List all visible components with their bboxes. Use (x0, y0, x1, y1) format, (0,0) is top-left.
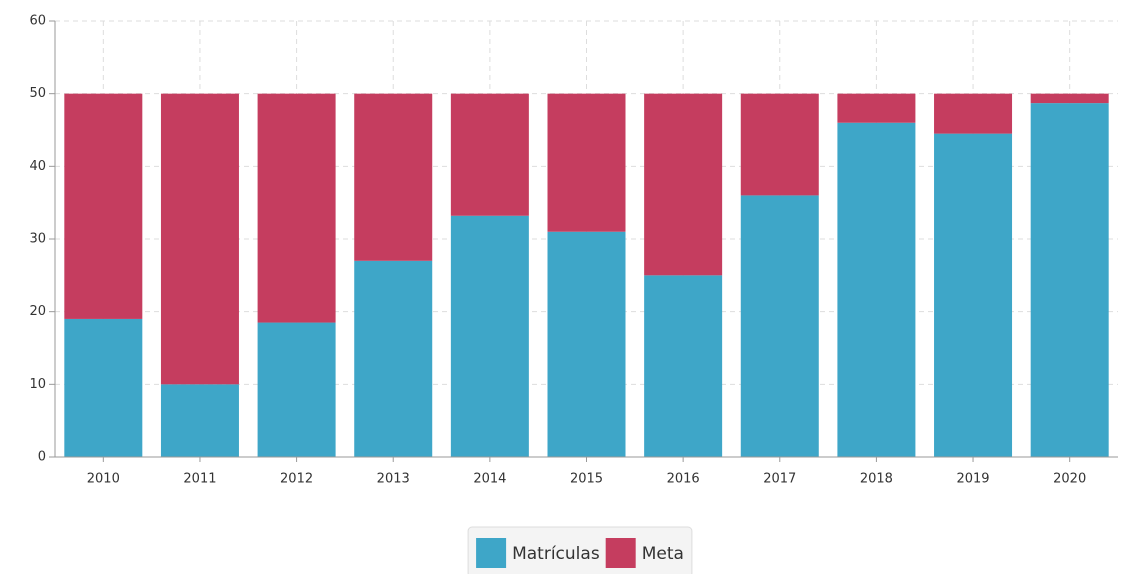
y-tick-label: 0 (38, 450, 46, 465)
legend-swatch (476, 538, 507, 568)
legend: Matrículas Meta (467, 526, 693, 578)
bar-segment (450, 215, 529, 457)
x-tick-label: 2013 (377, 472, 410, 487)
y-tick-label: 50 (29, 86, 46, 101)
bar-segment (547, 93, 626, 232)
y-tick-label: 40 (29, 159, 46, 174)
bar-segment (354, 260, 433, 457)
bar-segment (1030, 103, 1109, 457)
y-tick-label: 20 (29, 304, 46, 319)
bar-segment (1030, 93, 1109, 104)
bar-segment (644, 275, 723, 457)
bar-segment (64, 93, 143, 319)
y-tick-label: 30 (29, 232, 46, 247)
x-tick-label: 2020 (1053, 472, 1086, 487)
y-tick-label: 10 (29, 377, 46, 392)
x-tick-label: 2019 (956, 472, 989, 487)
x-tick-label: 2014 (473, 472, 506, 487)
bar-segment (740, 195, 819, 457)
x-tick-label: 2012 (280, 472, 313, 487)
bar-segment (257, 322, 336, 457)
bar-segment (644, 93, 723, 276)
x-tick-label: 2016 (667, 472, 700, 487)
bar-segment (160, 93, 239, 385)
bar-segment (354, 93, 433, 261)
bar-segment (257, 93, 336, 323)
x-tick-label: 2018 (860, 472, 893, 487)
bar-segment (934, 133, 1013, 457)
bar-segment (450, 93, 529, 216)
y-tick-label: 60 (29, 14, 46, 29)
x-tick-label: 2011 (183, 472, 216, 487)
bar-segment (547, 231, 626, 457)
x-tick-label: 2015 (570, 472, 603, 487)
bar-segment (740, 93, 819, 196)
bar-segment (64, 318, 143, 457)
bar-segment (837, 122, 916, 457)
legend-label: Matrículas (512, 544, 600, 564)
legend-label: Meta (642, 544, 684, 564)
legend-swatch (605, 538, 636, 568)
bar-segment (934, 93, 1013, 134)
x-tick-label: 2017 (763, 472, 796, 487)
bar-segment (837, 93, 916, 123)
bar-segment (160, 384, 239, 457)
x-tick-label: 2010 (87, 472, 120, 487)
